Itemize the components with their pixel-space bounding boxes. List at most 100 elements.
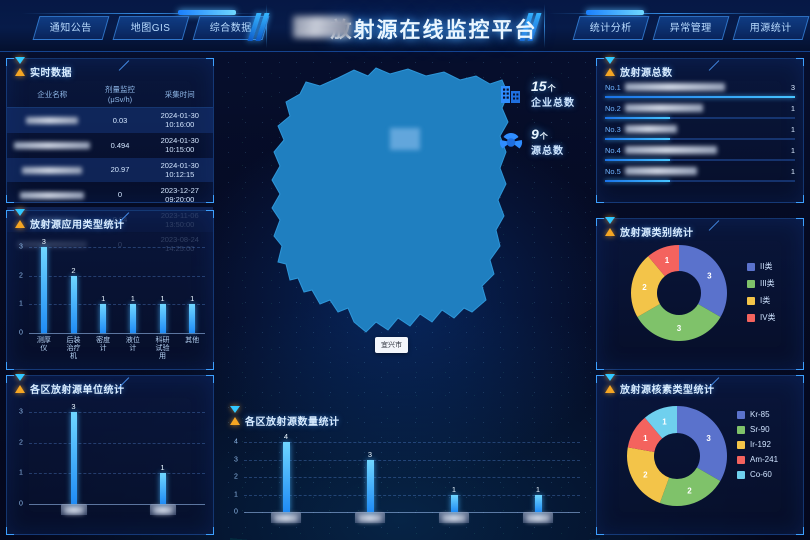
nuclide-panel-title: 放射源核素类型统计 (597, 373, 803, 396)
unit-count-title-text: 各区放射源单位统计 (30, 385, 125, 396)
ranking-item[interactable]: No.5 1 (605, 166, 795, 182)
app-header: 通知公告 地图GIS 综合数据 统计分析 异常管理 用源统计 放射源在线监控平台 (0, 0, 810, 52)
x-axis-tick: 科研试验用 (155, 337, 170, 360)
ranking-bar-track (605, 116, 795, 119)
y-axis-tick: 1 (19, 300, 23, 308)
ranking-bar-track (605, 158, 795, 161)
stat-label: 源总数 (531, 146, 564, 157)
legend-item[interactable]: Sr-90 (737, 425, 778, 434)
pie-slice[interactable] (627, 447, 670, 503)
table-row[interactable]: 20.97 2024-01-30 10:12:15 (7, 157, 213, 183)
pie-slice[interactable] (637, 304, 721, 341)
x-axis-tick: 测厚仪 (36, 337, 51, 352)
corner-bl (6, 362, 14, 370)
legend-label: III类 (760, 279, 775, 288)
unit-count-chart-panel: 各区放射源单位统计 0 1 2 3 3 1 (6, 373, 214, 535)
nuclide-title-text: 放射源核素类型统计 (620, 385, 715, 396)
realtime-data-panel: 实时数据 企业名称 剂量监控(μSv/h) 采集时间 0.03 2024-01-30 1… (6, 56, 214, 253)
corner-tr (206, 210, 214, 218)
nav-notice[interactable]: 通知公告 (32, 16, 110, 40)
redacted-name (625, 167, 697, 176)
pie-slice[interactable] (659, 467, 721, 507)
legend-item[interactable]: III类 (747, 278, 776, 289)
bar[interactable] (159, 304, 166, 333)
ranking-bar-track (605, 179, 795, 182)
nav-source-usage-label: 用源统计 (749, 23, 792, 34)
radiation-icon (498, 129, 524, 155)
corner-tr (796, 58, 804, 66)
bar[interactable] (282, 442, 290, 512)
legend-item[interactable]: Co-60 (737, 470, 778, 479)
donut-svg: 3 3 2 1 (631, 245, 727, 341)
ranking-item[interactable]: No.3 1 (605, 124, 795, 140)
legend-item[interactable]: II类 (747, 261, 776, 272)
column-header: 采集时间 (146, 81, 213, 108)
cell-collect-time: 2024-01-30 10:16:00 (146, 107, 213, 133)
x-axis-tick: 其他 (185, 337, 200, 344)
nav-source-usage[interactable]: 用源统计 (732, 16, 810, 40)
x-axis (244, 512, 580, 513)
legend-item[interactable]: Am-241 (737, 455, 778, 464)
bar[interactable] (70, 412, 77, 504)
stat-value: 15个 (531, 78, 556, 94)
redacted-name (20, 191, 85, 199)
y-axis-tick: 0 (19, 329, 23, 337)
bar[interactable] (129, 304, 136, 333)
ranking-item-row: No.4 1 (605, 145, 795, 156)
legend-label: Co-60 (750, 470, 772, 479)
legend-label: Am-241 (750, 455, 779, 464)
pie-slice-label: 1 (643, 434, 648, 443)
pie-slice[interactable] (679, 245, 727, 317)
table-row[interactable]: 0.03 2024-01-30 10:16:00 (7, 107, 213, 133)
title-redaction (293, 16, 351, 38)
source-ranking-panel: 放射源总数 No.1 3 No.2 1 No.3 1 No.4 1 No.5 1 (596, 56, 804, 203)
corner-tr (206, 375, 214, 383)
nav-exception[interactable]: 异常管理 (652, 16, 730, 40)
gridline (244, 442, 580, 443)
corner-tr (206, 58, 214, 66)
redacted-axis-label (152, 506, 173, 514)
bar[interactable] (450, 494, 458, 512)
pie-slice[interactable] (631, 256, 665, 317)
bar[interactable] (366, 459, 374, 512)
bar[interactable] (40, 247, 47, 333)
table-row[interactable]: 0.494 2024-01-30 10:15:00 (7, 133, 213, 158)
redacted-axis-label (63, 506, 84, 514)
map-highlight-region (390, 128, 420, 150)
pie-slice[interactable] (627, 417, 663, 453)
ranking-item[interactable]: No.2 1 (605, 103, 795, 119)
nav-map-gis[interactable]: 地图GIS (112, 16, 190, 40)
x-axis-tick: 后装治疗机 (66, 337, 81, 360)
legend-item[interactable]: I类 (747, 295, 776, 306)
corner-tl (6, 58, 14, 66)
region-map[interactable]: 宜兴市 (250, 60, 580, 390)
legend-item[interactable]: IV类 (747, 312, 776, 323)
bar[interactable] (100, 304, 107, 333)
ranking-item[interactable]: No.4 1 (605, 145, 795, 161)
gridline (29, 442, 205, 444)
cell-dose: 0.03 (93, 107, 147, 133)
pie-slice[interactable] (648, 245, 679, 277)
nav-statistics[interactable]: 统计分析 (572, 16, 650, 40)
table-row[interactable]: 0 2023-12-27 09:20:00 (7, 182, 213, 207)
legend-label: II类 (760, 262, 773, 271)
source-count-title-text: 各区放射源数量统计 (245, 417, 340, 428)
panel-marker-icon (15, 373, 25, 393)
y-axis-tick: 2 (19, 439, 23, 447)
bar[interactable] (534, 494, 542, 512)
legend-item[interactable]: Kr-85 (737, 410, 778, 419)
bar[interactable] (70, 275, 77, 333)
bar[interactable] (189, 304, 196, 333)
bar-value-label: 1 (535, 484, 541, 494)
app-type-bar-chart: 0 1 2 3 3 测厚仪 2 后装治疗机 1 密度计 1 液位计 1 科研试验用 1 其他 (7, 231, 213, 373)
corner-tl (596, 218, 604, 226)
y-axis-tick: 1 (19, 469, 23, 477)
ranking-item[interactable]: No.1 3 (605, 82, 795, 98)
building-icon (498, 81, 524, 107)
summary-stats: 15个 企业总数 9个 源总数 (498, 78, 575, 174)
gridline (29, 304, 205, 306)
bar[interactable] (159, 473, 166, 504)
legend-item[interactable]: Ir-192 (737, 440, 778, 449)
pie-slice[interactable] (644, 406, 677, 439)
pie-slice[interactable] (677, 406, 727, 481)
